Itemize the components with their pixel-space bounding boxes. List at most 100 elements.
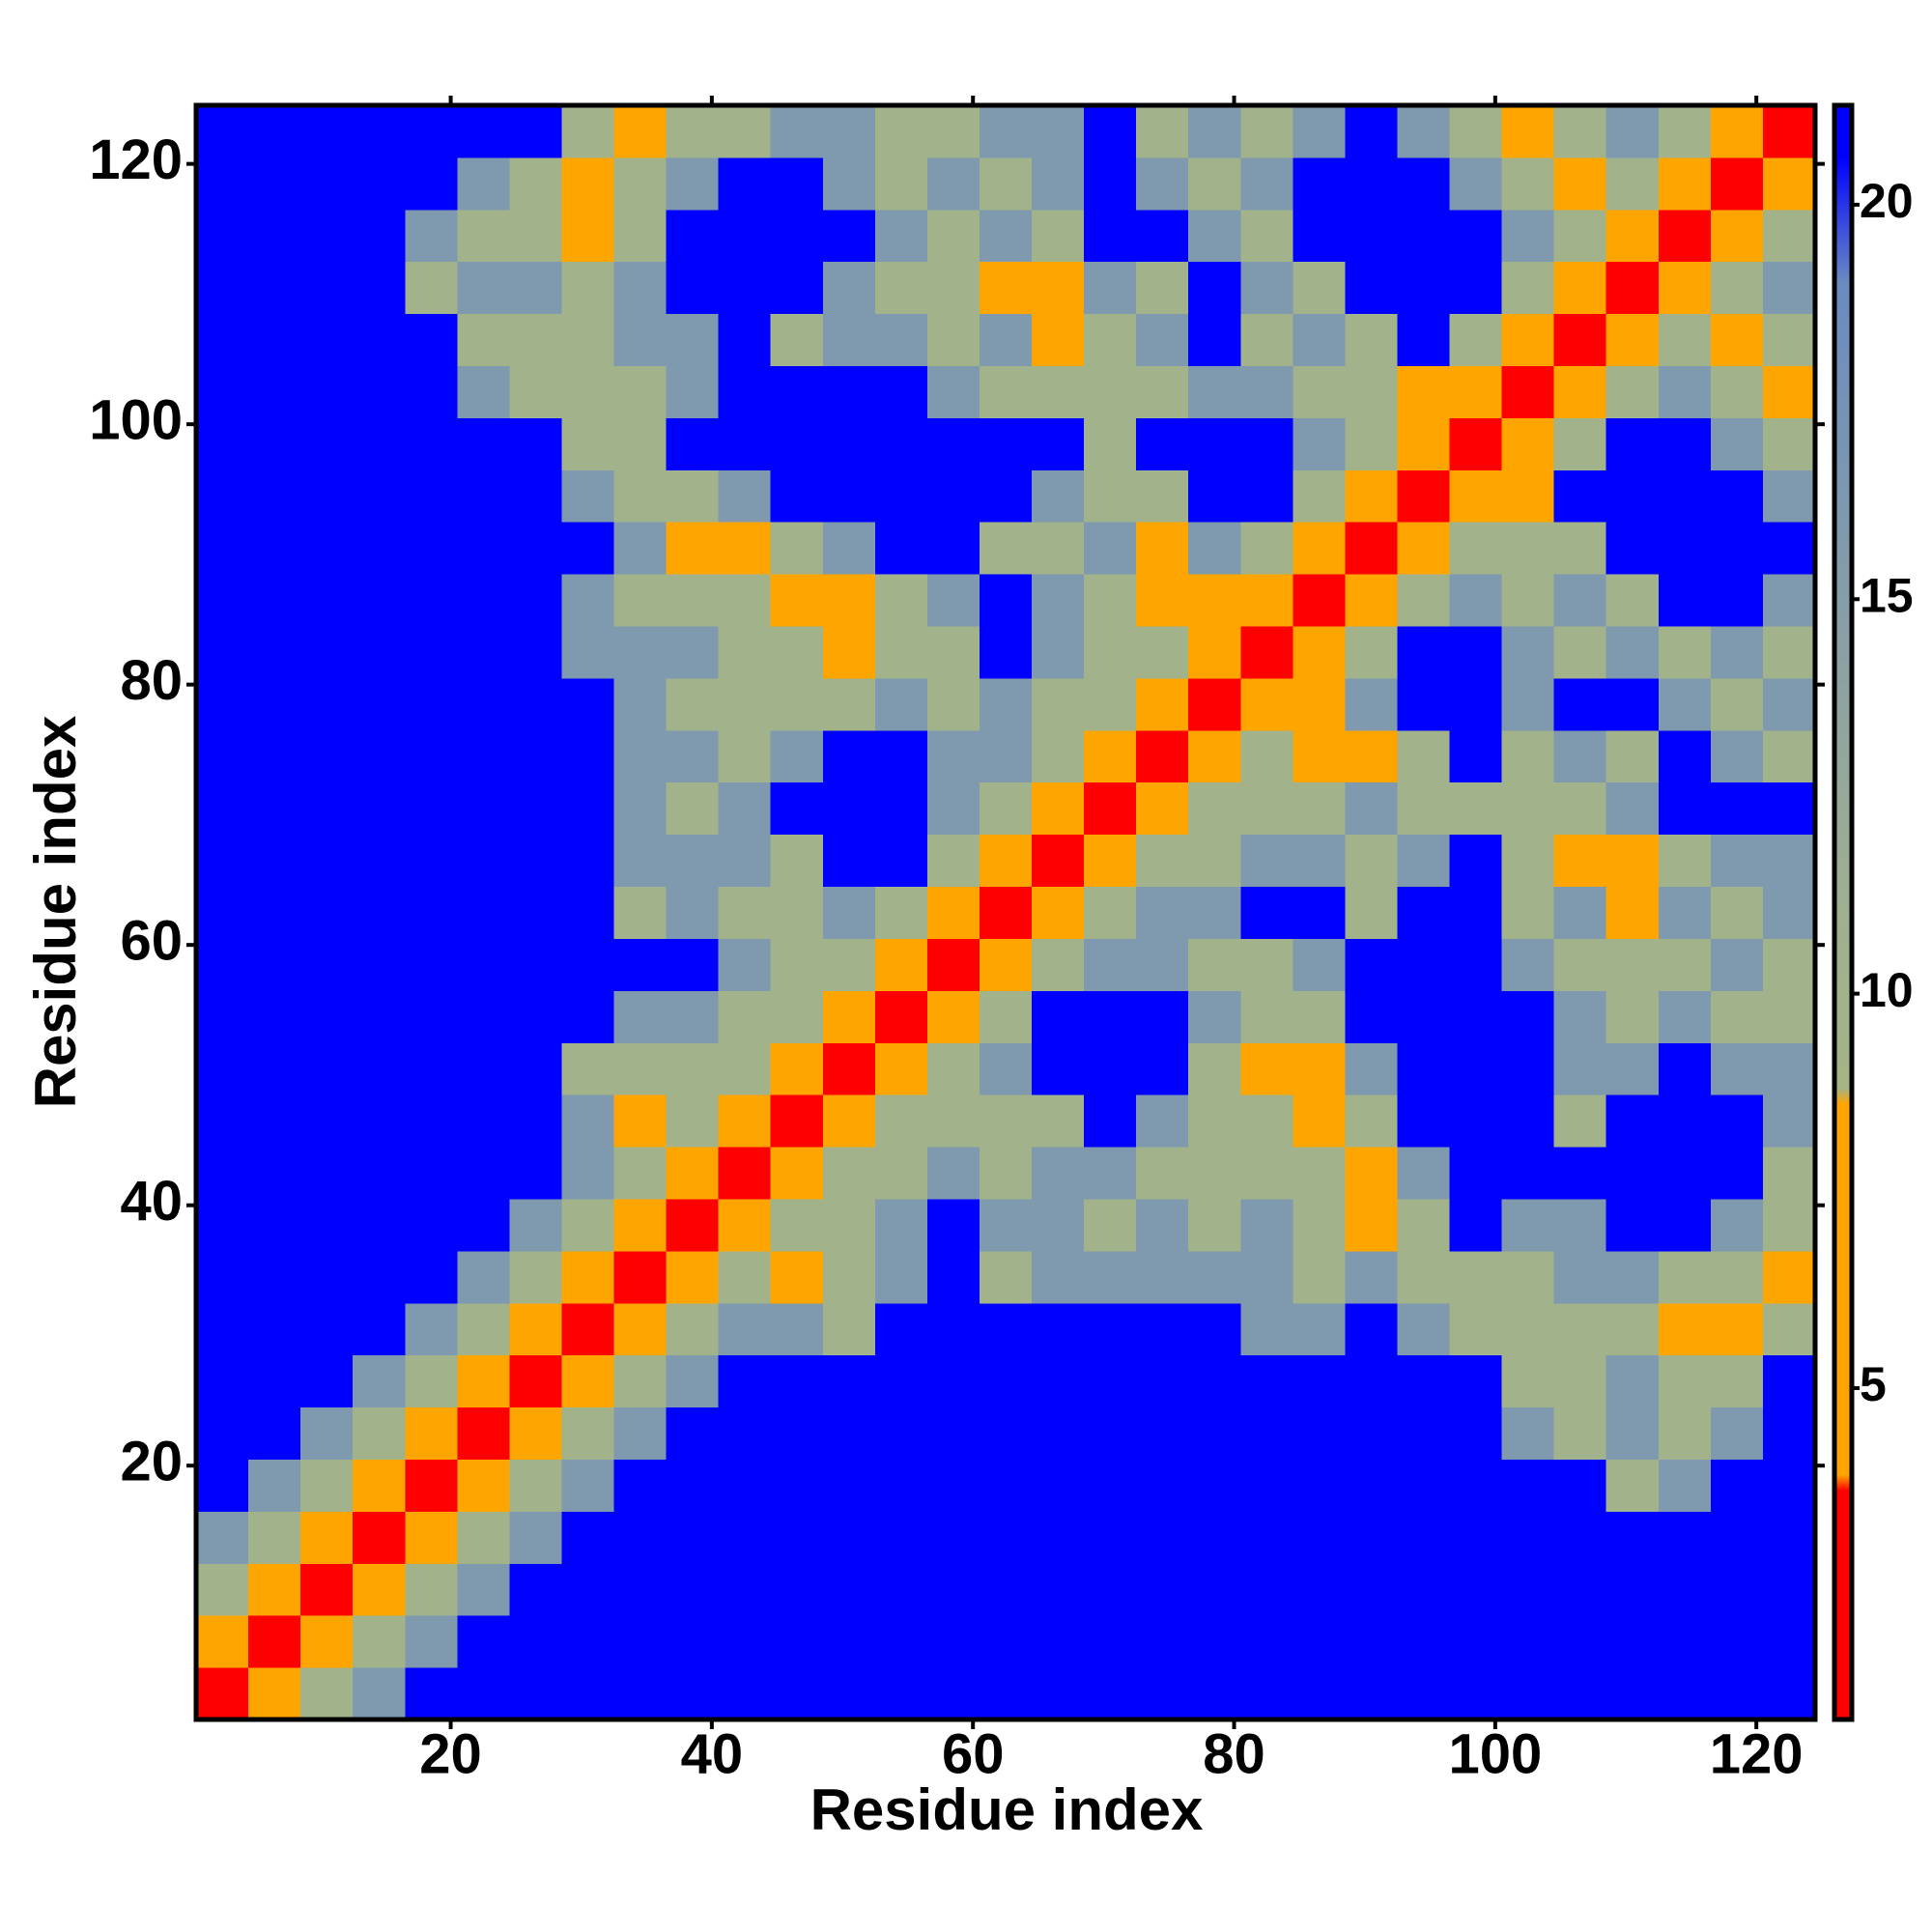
heatmap-cell: [666, 522, 720, 575]
heatmap-cell: [1658, 1667, 1712, 1720]
heatmap-cell: [1345, 522, 1398, 575]
heatmap-cell: [248, 209, 301, 263]
heatmap-cell: [1553, 209, 1607, 263]
heatmap-cell: [613, 1198, 668, 1252]
heatmap-cell: [248, 1250, 301, 1304]
heatmap-cell: [1345, 1406, 1398, 1460]
heatmap-cell: [300, 156, 354, 211]
heatmap-cell: [1345, 834, 1398, 888]
heatmap-cell: [718, 938, 772, 991]
heatmap-cell: [1293, 1511, 1346, 1564]
heatmap-cell: [248, 261, 301, 315]
heatmap-cell: [353, 105, 406, 158]
heatmap-cell: [196, 417, 249, 470]
heatmap-cell: [1345, 365, 1398, 418]
heatmap-cell: [1605, 105, 1660, 158]
heatmap-cell: [1658, 469, 1712, 523]
heatmap-cell: [1345, 1042, 1398, 1095]
heatmap-cell: [509, 938, 562, 991]
heatmap-cell: [1136, 781, 1189, 836]
heatmap-cell: [718, 990, 772, 1043]
heatmap-cell: [196, 469, 249, 523]
heatmap-cell: [1449, 313, 1503, 367]
heatmap-cell: [405, 1563, 458, 1616]
heatmap-cell: [1449, 1302, 1503, 1356]
heatmap-cell: [1293, 105, 1346, 158]
heatmap-cell: [822, 1354, 876, 1408]
heatmap-cell: [1449, 990, 1503, 1043]
heatmap-cell: [979, 469, 1033, 523]
heatmap-cell: [1032, 1459, 1085, 1512]
heatmap-cell: [353, 1094, 406, 1148]
heatmap-cell: [196, 1354, 249, 1408]
heatmap-cell: [1553, 365, 1607, 418]
heatmap-cell: [926, 469, 980, 523]
heatmap-cell: [613, 261, 668, 315]
heatmap-cell: [1084, 156, 1137, 211]
heatmap-cell: [1658, 626, 1712, 679]
heatmap-cell: [300, 313, 354, 367]
heatmap-cell: [1136, 1406, 1189, 1460]
heatmap-cell: [300, 1615, 354, 1668]
heatmap-cell: [1345, 574, 1398, 627]
heatmap-cell: [1136, 1094, 1189, 1148]
heatmap-cell: [196, 834, 249, 888]
heatmap-cell: [926, 1250, 980, 1304]
heatmap-cell: [1240, 729, 1293, 783]
heatmap-cell: [1605, 417, 1660, 470]
heatmap-cell: [1032, 156, 1085, 211]
heatmap-cell: [405, 1302, 458, 1356]
heatmap-cells: [196, 105, 1816, 1720]
heatmap-cell: [509, 1511, 562, 1564]
heatmap-cell: [196, 1615, 249, 1668]
heatmap-cell: [1762, 886, 1816, 939]
heatmap-cell: [1605, 1302, 1660, 1356]
heatmap-cell: [1605, 1615, 1660, 1668]
heatmap-cell: [1293, 834, 1346, 888]
heatmap-cell: [561, 156, 615, 211]
heatmap-cell: [1658, 1250, 1712, 1304]
heatmap-cell: [300, 1511, 354, 1564]
heatmap-cell: [770, 1459, 824, 1512]
heatmap-cell: [1397, 781, 1451, 836]
heatmap-cell: [926, 313, 980, 367]
heatmap-cell: [822, 574, 876, 627]
heatmap-cell: [1032, 1406, 1085, 1460]
heatmap-cell: [1240, 677, 1293, 731]
heatmap-cell: [1762, 1459, 1816, 1512]
heatmap-cell: [196, 1042, 249, 1095]
heatmap-cell: [1240, 1250, 1293, 1304]
heatmap-cell: [1240, 1563, 1293, 1616]
heatmap-cell: [926, 1302, 980, 1356]
heatmap-cell: [509, 729, 562, 783]
heatmap-cell: [1605, 729, 1660, 783]
heatmap-cell: [1658, 313, 1712, 367]
heatmap-cell: [1084, 209, 1137, 263]
heatmap-cell: [300, 1094, 354, 1148]
heatmap-cell: [822, 729, 876, 783]
heatmap-cell: [405, 1198, 458, 1252]
heatmap-cell: [1293, 781, 1346, 836]
heatmap-cell: [874, 1563, 928, 1616]
heatmap-cell: [561, 1042, 615, 1095]
y-tick-label: 60: [120, 910, 183, 973]
heatmap-cell: [1188, 1198, 1241, 1252]
heatmap-cell: [1762, 1354, 1816, 1408]
heatmap-cell: [1293, 261, 1346, 315]
heatmap-cell: [1084, 1354, 1137, 1408]
heatmap-cell: [1501, 1198, 1555, 1252]
heatmap-cell: [405, 105, 458, 158]
heatmap-cell: [770, 261, 824, 315]
heatmap-cell: [1397, 313, 1451, 367]
heatmap-cell: [979, 729, 1033, 783]
heatmap-cell: [457, 1511, 510, 1564]
heatmap-cell: [1449, 1042, 1503, 1095]
heatmap-cell: [666, 1302, 720, 1356]
heatmap-cell: [1710, 1302, 1764, 1356]
heatmap-cell: [926, 677, 980, 731]
heatmap-cell: [1397, 209, 1451, 263]
heatmap-cell: [1710, 417, 1764, 470]
heatmap-cell: [1449, 1615, 1503, 1668]
heatmap-cell: [666, 1459, 720, 1512]
heatmap-cell: [300, 677, 354, 731]
